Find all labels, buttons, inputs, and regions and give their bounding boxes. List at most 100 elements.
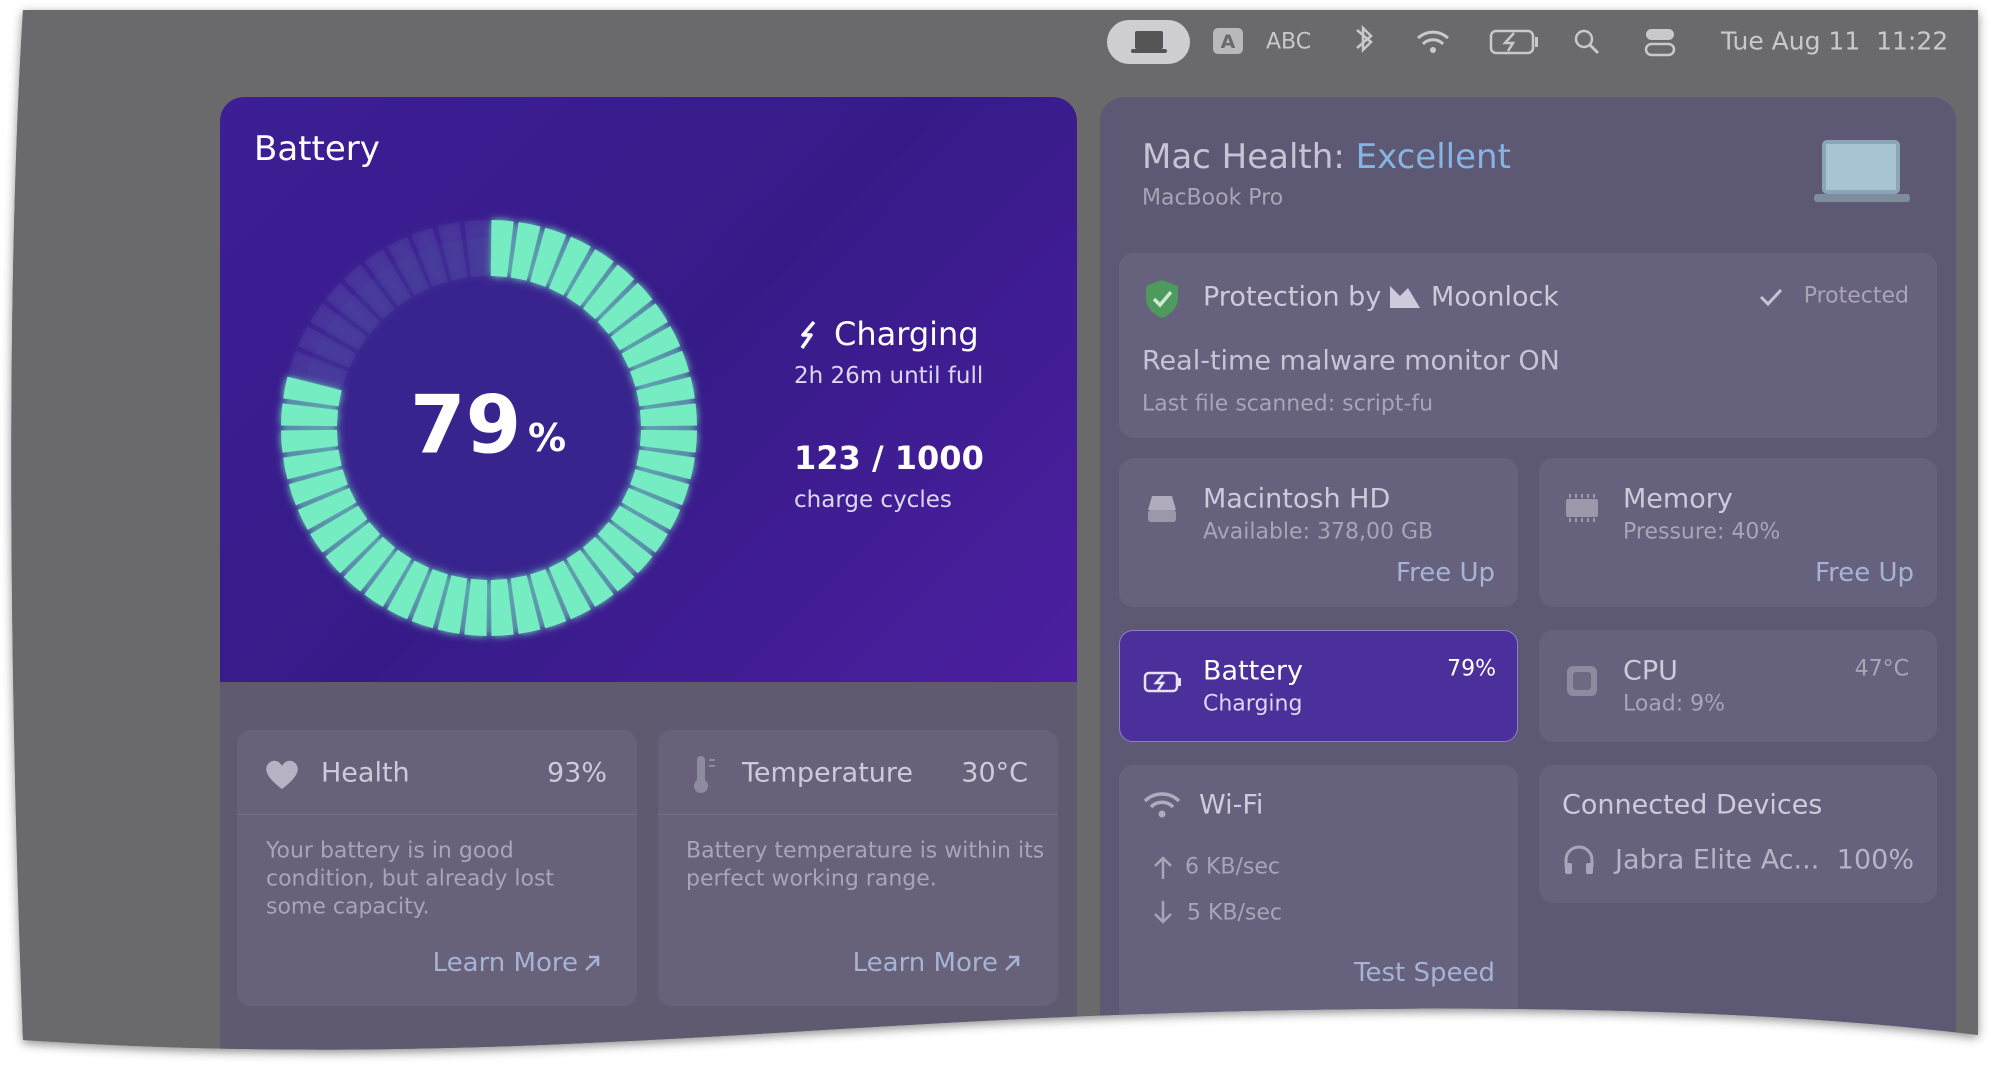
ring-segment-empty <box>289 351 348 387</box>
ring-segment-filled <box>530 569 566 628</box>
card-title: Temperature <box>742 757 914 789</box>
clock[interactable]: Tue Aug 11 11:22 <box>1721 26 1949 56</box>
ring-segment-filled <box>622 326 681 368</box>
protection-state: Protected <box>1803 283 1909 309</box>
ring-segment-filled <box>511 222 541 281</box>
free-up-button[interactable]: Free Up <box>1396 558 1495 588</box>
ring-segment-filled <box>598 522 653 573</box>
health-card <box>237 730 637 1006</box>
free-up-button[interactable]: Free Up <box>1815 558 1914 588</box>
devices-tile[interactable] <box>1539 765 1937 903</box>
ring-segment-filled <box>636 377 695 407</box>
battery-details <box>220 682 1077 1082</box>
ring-segment-empty <box>344 265 395 320</box>
ring-segment-filled <box>283 450 342 480</box>
tile-detail: Load: 9% <box>1623 691 1726 717</box>
card-title: Health <box>321 757 410 789</box>
cycles-label: charge cycles <box>794 487 952 513</box>
time-left: 2h 26m until full <box>794 363 984 389</box>
protection-brand: Moonlock <box>1431 281 1559 313</box>
battery-ring <box>220 97 1077 682</box>
ring-segment-empty <box>412 228 448 287</box>
divider <box>237 814 637 815</box>
battery-tile[interactable] <box>1119 630 1518 742</box>
laptop-icon <box>1812 136 1912 210</box>
cpu-icon <box>1563 662 1601 700</box>
card-value: 93% <box>546 757 607 789</box>
wifi-icon <box>1142 790 1182 820</box>
disk-tile[interactable] <box>1119 458 1518 607</box>
tile-value: 47°C <box>1854 656 1909 682</box>
tile-detail: Available: 378,00 GB <box>1203 519 1434 545</box>
input-source[interactable]: ABC <box>1266 29 1312 55</box>
health-title: Mac Health: <box>1142 137 1345 177</box>
arrow-icon <box>1002 952 1022 974</box>
charge-cycles: 123 / 1000 <box>794 439 984 477</box>
ring-segment-empty <box>364 249 411 306</box>
app-icon <box>1107 20 1190 64</box>
memory-icon <box>1563 490 1601 526</box>
ring-segment-filled <box>491 220 514 277</box>
ring-segment-filled <box>549 561 591 620</box>
ring-segment-filled <box>298 488 357 530</box>
tile-title: CPU <box>1623 655 1678 687</box>
health-status: Excellent <box>1355 137 1511 177</box>
learn-more-link[interactable]: Learn More <box>852 948 998 978</box>
description: condition, but already lost <box>266 866 555 892</box>
ring-segment-filled <box>630 469 689 505</box>
learn-more-link[interactable]: Learn More <box>432 948 578 978</box>
description: some capacity. <box>266 894 430 920</box>
ring-segment-filled <box>438 575 468 634</box>
percent-unit: % <box>528 416 567 460</box>
ring-segment-filled <box>583 265 634 320</box>
menubar-icons: A <box>1200 22 1960 62</box>
arrow-icon <box>582 952 602 974</box>
ring-segment-filled <box>640 403 697 426</box>
app-icon-pill[interactable] <box>1107 20 1190 64</box>
wifi-tile[interactable] <box>1119 765 1518 1035</box>
ring-segment-filled <box>511 575 541 634</box>
monitor-status: Real-time malware monitor ON <box>1142 345 1560 377</box>
protection-card <box>1119 253 1937 438</box>
ring-segment-filled <box>583 537 634 592</box>
ring-segment-filled <box>283 377 342 407</box>
speed-arrows <box>1152 855 1174 925</box>
mac-health-panel <box>1100 97 1956 1057</box>
tile-detail: Pressure: 40% <box>1623 519 1781 545</box>
health-heading: Mac Health: Excellent <box>1142 137 1511 177</box>
ring-segment-filled <box>326 522 381 573</box>
thermometer-icon <box>688 752 718 798</box>
ring-segment-filled <box>598 283 653 334</box>
moonlock-logo <box>1388 284 1422 310</box>
disk-icon <box>1144 490 1180 526</box>
model: MacBook Pro <box>1142 185 1284 211</box>
cpu-tile[interactable] <box>1539 630 1937 742</box>
ring-segment-filled <box>310 506 367 553</box>
panel-title: Battery <box>254 129 380 169</box>
protection-label: Protection by <box>1203 281 1382 313</box>
ring-segment-empty <box>326 283 381 334</box>
ring-segment-filled <box>567 550 614 607</box>
ring-segment-empty <box>310 303 367 350</box>
ring-segment-filled <box>549 237 591 296</box>
heart-icon <box>262 755 302 795</box>
ring-segment-filled <box>611 303 668 350</box>
ring-segment-filled <box>281 430 338 453</box>
description: Your battery is in good <box>266 838 514 864</box>
svg-text:A: A <box>1221 31 1236 53</box>
ring-segment-filled <box>289 469 348 505</box>
ring-segment-filled <box>344 537 395 592</box>
memory-tile[interactable] <box>1539 458 1937 607</box>
test-speed-button[interactable]: Test Speed <box>1354 958 1495 988</box>
ring-segment-filled <box>567 249 614 306</box>
ring-segment-filled <box>412 569 448 628</box>
tile-title: Wi-Fi <box>1199 789 1264 821</box>
ring-segment-filled <box>640 430 697 453</box>
ring-segment-filled <box>364 550 411 607</box>
ring-segment-filled <box>622 488 681 530</box>
divider <box>658 814 1058 815</box>
tile-title: Macintosh HD <box>1203 483 1391 515</box>
check-icon <box>1757 285 1785 309</box>
